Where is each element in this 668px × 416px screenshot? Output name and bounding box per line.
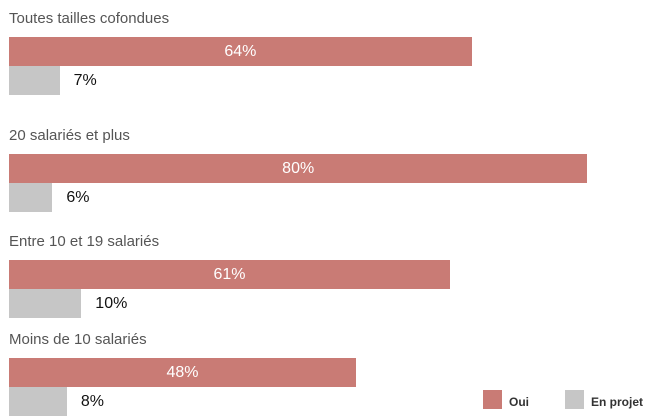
bar-en-projet <box>9 387 67 416</box>
bar-oui-label: 61% <box>213 266 246 283</box>
bar-en-projet-label: 6% <box>66 189 90 206</box>
group-label: Toutes tailles cofondues <box>9 10 170 27</box>
legend-item: Oui <box>483 389 529 409</box>
legend-item: En projet <box>565 389 643 409</box>
group-label: Moins de 10 salariés <box>9 331 147 348</box>
bar-en-projet <box>9 289 82 318</box>
legend-label: En projet <box>591 395 644 409</box>
bar-oui-label: 64% <box>224 43 257 60</box>
legend-swatch <box>483 390 502 409</box>
group-label: Entre 10 et 19 salariés <box>9 233 160 250</box>
bar-en-projet-label: 10% <box>95 295 128 312</box>
bar-en-projet-label: 7% <box>73 72 97 89</box>
group-label: 20 salariés et plus <box>9 127 130 144</box>
bar-oui-label: 80% <box>282 160 315 177</box>
bar-oui <box>9 358 357 387</box>
bar-oui <box>9 154 588 183</box>
legend-swatch <box>565 390 584 409</box>
bar-en-projet <box>9 66 60 95</box>
bar-oui <box>9 37 472 66</box>
bar-oui-label: 48% <box>166 364 199 381</box>
bar-oui <box>9 260 451 289</box>
bar-en-projet-label: 8% <box>80 393 104 410</box>
legend-label: Oui <box>509 395 529 409</box>
bar-en-projet <box>9 183 53 212</box>
